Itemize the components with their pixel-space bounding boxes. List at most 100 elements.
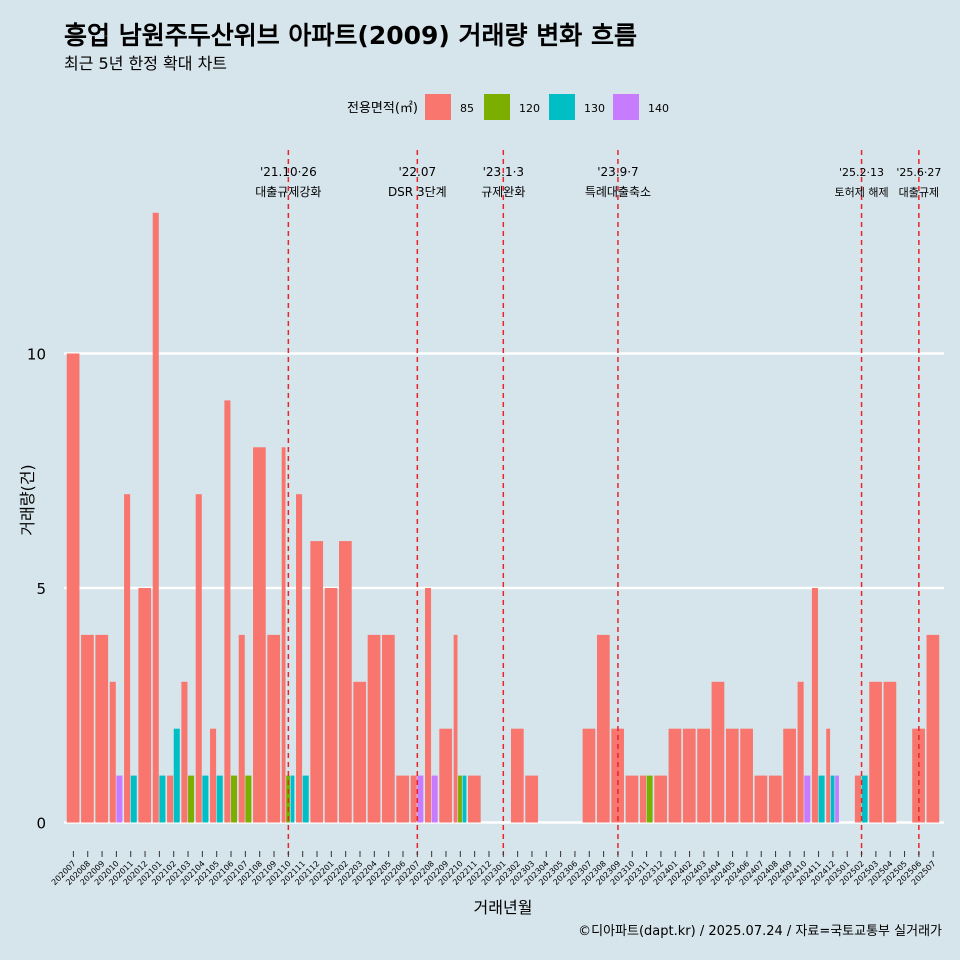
chart-title: 흥업 남원주두산위브 아파트(2009) 거래량 변화 흐름 [64,21,637,50]
x-axis-label: 거래년월 [474,898,533,917]
bar-202106-120 [231,775,238,823]
bar-202403-85 [697,728,710,823]
bar-202208-140 [431,775,438,823]
bar-202308-85 [596,634,610,823]
bar-202110-85 [281,447,286,823]
bar-202010-85 [109,681,116,823]
bar-202302-85 [510,728,524,823]
bar-202310-85 [625,775,639,823]
event-label-202110: 대출규제강화 [255,185,321,199]
bar-202208-85 [425,588,432,823]
bar-202211-85 [467,775,481,823]
bar-202010-140 [116,775,123,823]
bar-202311-85 [639,775,646,823]
event-date-202301: '23.1·3 [483,165,524,179]
bar-202412-130 [830,775,835,823]
bar-202311-120 [646,775,653,823]
bar-202209-85 [439,728,453,823]
legend: 전용면적(㎡) 85 120 130 140 [347,94,669,120]
bar-202502-130 [861,775,868,823]
event-date-202506: '25.6·27 [896,166,941,179]
bar-202206-85 [396,775,410,823]
bar-202207-85 [410,775,417,823]
event-label-202207: DSR 3단계 [388,185,447,199]
bar-202110-130 [290,775,295,823]
bar-202210-85 [453,634,458,823]
legend-label-140: 140 [648,102,669,115]
bar-202008-85 [81,634,94,823]
y-axis-label: 거래량(건) [18,464,37,535]
bar-202207-140 [417,775,424,823]
bar-202312-85 [654,775,667,823]
bar-202101-85 [152,212,159,823]
legend-label-120: 120 [519,102,540,115]
bar-202103-120 [188,775,195,823]
chart-subtitle: 최근 5년 한정 확대 차트 [64,54,227,73]
bar-202111-85 [296,494,303,823]
bar-202108-85 [253,447,266,823]
annotations: '21.10·26 대출규제강화 '22.07 DSR 3단계 '23.1·3 규제완화 '… [255,150,941,855]
bar-202111-130 [302,775,309,823]
bars [66,212,940,823]
bar-202101-130 [159,775,166,823]
bar-202307-85 [582,728,596,823]
bar-202410-85 [797,681,804,823]
bar-202402-85 [682,728,696,823]
bar-202404-85 [711,681,725,823]
legend-swatch-85 [425,94,451,120]
bar-202210-130 [462,775,467,823]
bar-202303-85 [525,775,539,823]
bar-202410-140 [804,775,811,823]
event-date-202110: '21.10·26 [260,165,317,179]
legend-swatch-120 [484,94,510,120]
bar-202504-85 [883,681,897,823]
legend-label-85: 85 [460,102,474,115]
bar-202204-85 [367,634,381,823]
bar-202105-130 [216,775,223,823]
event-label-202502: 토허제 해제 [834,185,888,199]
bar-202106-85 [224,400,231,823]
bar-202411-85 [811,588,818,823]
bar-202412-85 [826,728,831,823]
bar-202102-130 [173,728,180,823]
bar-202507-85 [926,634,940,823]
event-date-202207: '22.07 [398,165,436,179]
y-tick-label: 0 [36,815,46,833]
bar-202409-85 [783,728,796,823]
bar-202007-85 [66,353,80,823]
legend-label-130: 130 [584,102,605,115]
bar-202112-85 [310,541,324,823]
bar-202109-85 [267,634,281,823]
legend-title: 전용면적(㎡) [347,101,418,116]
bar-202412-140 [835,775,839,823]
legend-swatch-130 [549,94,575,120]
bar-202201-85 [324,588,338,823]
bar-202203-85 [353,681,367,823]
bar-202009-85 [95,634,109,823]
bar-202011-130 [130,775,137,823]
bar-202107-85 [238,634,245,823]
bar-202210-120 [458,775,462,823]
event-label-202301: 규제완화 [481,185,525,199]
bar-202104-130 [202,775,209,823]
bar-202405-85 [725,728,739,823]
bar-202407-85 [754,775,768,823]
bar-202408-85 [768,775,782,823]
bar-202104-85 [195,494,202,823]
bar-202502-85 [854,775,861,823]
bar-202205-85 [382,634,395,823]
bar-202401-85 [668,728,682,823]
bar-202103-85 [181,681,188,823]
bar-202012-85 [138,588,152,823]
bar-202411-130 [818,775,825,823]
event-label-202506: 대출규제 [899,186,939,199]
bar-202107-120 [245,775,252,823]
y-tick-label: 5 [36,580,46,598]
caption: ©디아파트(dapt.kr) / 2025.07.24 / 자료=국토교통부 실… [578,924,942,939]
bar-202503-85 [869,681,882,823]
bar-202102-85 [167,775,174,823]
event-date-202502: '25.2·13 [839,166,884,179]
legend-swatch-140 [613,94,639,120]
